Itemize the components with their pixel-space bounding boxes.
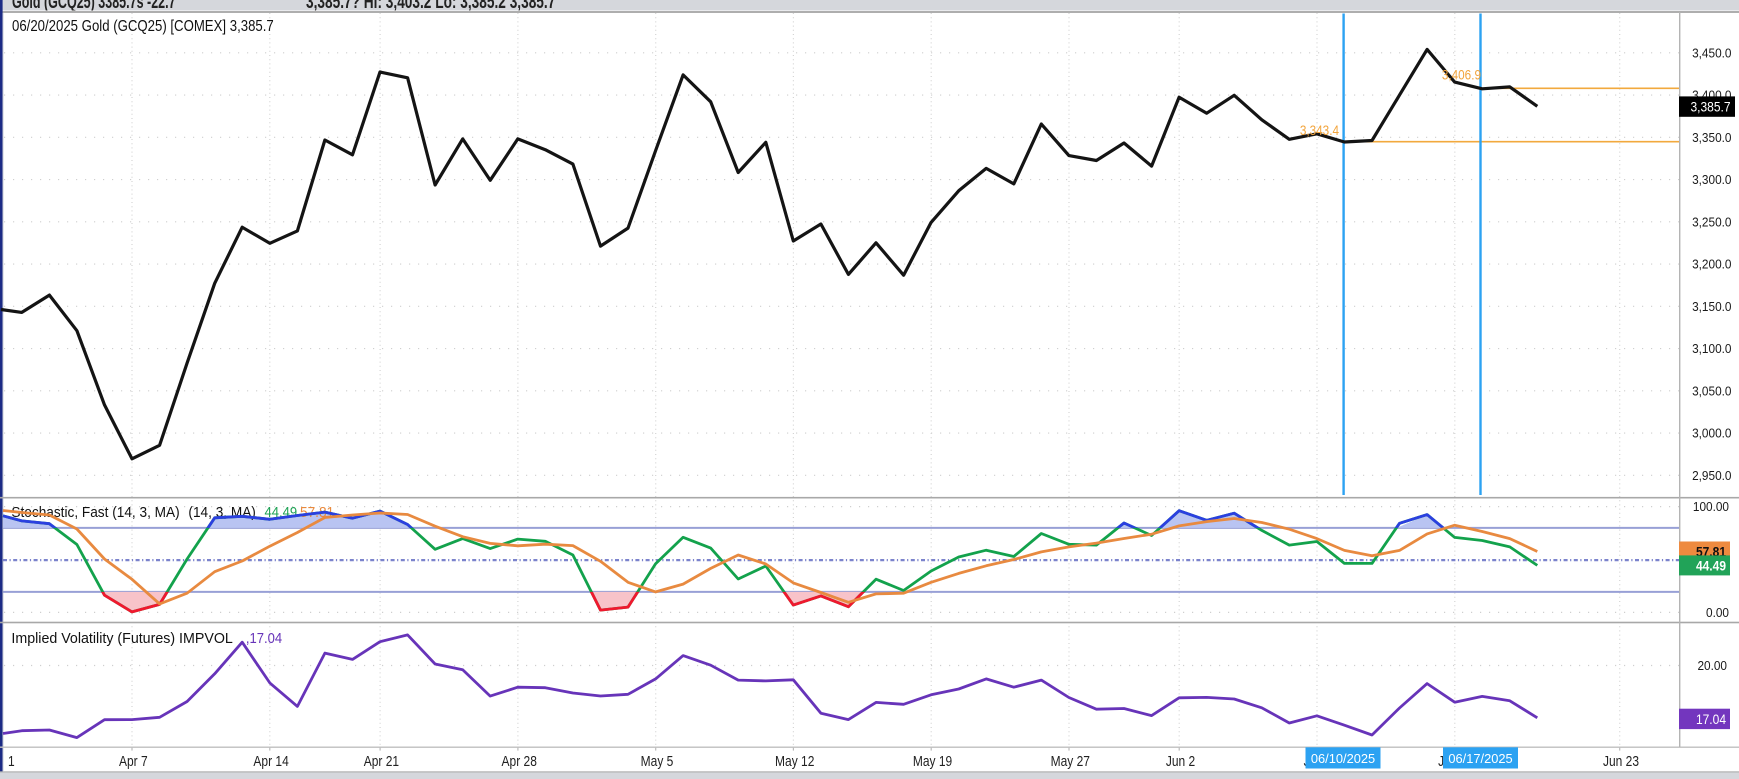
svg-text:May 27: May 27 — [1051, 753, 1090, 770]
svg-text:3,385.7: 3,385.7 — [1690, 99, 1730, 115]
svg-text:3,343.4: 3,343.4 — [1300, 123, 1339, 138]
svg-text:3,450.0: 3,450.0 — [1692, 46, 1731, 61]
svg-text:1: 1 — [8, 753, 15, 770]
svg-text:0.00: 0.00 — [1706, 605, 1729, 620]
svg-text:Apr 28: Apr 28 — [502, 753, 537, 770]
svg-text:3,300.0: 3,300.0 — [1692, 173, 1731, 188]
svg-text:Implied Volatility (Futures): Implied Volatility (Futures) IMPVOL — [11, 631, 232, 647]
svg-text:3,150.0: 3,150.0 — [1692, 299, 1731, 314]
svg-text:Jun 2: Jun 2 — [1166, 753, 1195, 770]
svg-text:Apr 7: Apr 7 — [119, 753, 148, 770]
svg-text:06/17/2025: 06/17/2025 — [1448, 752, 1512, 766]
svg-text:3,385.7? Hi: 3,403.2 Lo: 3,3: 3,385.7? Hi: 3,403.2 Lo: 3,385.2 3,385.7 — [306, 0, 555, 13]
svg-text:2,950.0: 2,950.0 — [1692, 468, 1731, 483]
svg-text:06/10/2025: 06/10/2025 — [1311, 752, 1375, 766]
svg-text:3,350.0: 3,350.0 — [1692, 130, 1731, 145]
svg-text:44.49: 44.49 — [1696, 558, 1726, 574]
svg-text:Gold (GCQ25) 3385.7s -22.7: Gold (GCQ25) 3385.7s -22.7 — [12, 0, 176, 13]
svg-text:Jun 23: Jun 23 — [1603, 753, 1639, 770]
svg-text:,17.04: ,17.04 — [246, 629, 282, 646]
svg-text:Apr 21: Apr 21 — [364, 753, 399, 770]
svg-text:3,250.0: 3,250.0 — [1692, 215, 1731, 230]
svg-text:May 5: May 5 — [641, 753, 674, 770]
svg-text:20.00: 20.00 — [1697, 659, 1727, 674]
svg-text:17.04: 17.04 — [1696, 711, 1726, 727]
svg-text:3,050.0: 3,050.0 — [1692, 384, 1731, 399]
svg-text:3,000.0: 3,000.0 — [1692, 426, 1731, 441]
svg-text:Apr 14: Apr 14 — [253, 753, 289, 770]
svg-text:06/20/2025 Gold (GCQ25) [COME: 06/20/2025 Gold (GCQ25) [COMEX] 3,385.7 — [12, 18, 274, 35]
svg-text:3,100.0: 3,100.0 — [1692, 342, 1731, 357]
svg-text:100.00: 100.00 — [1693, 500, 1729, 515]
svg-text:3,406.9: 3,406.9 — [1442, 68, 1481, 83]
svg-text:May 12: May 12 — [775, 753, 814, 770]
svg-text:May 19: May 19 — [913, 753, 952, 770]
svg-text:3,200.0: 3,200.0 — [1692, 257, 1731, 272]
